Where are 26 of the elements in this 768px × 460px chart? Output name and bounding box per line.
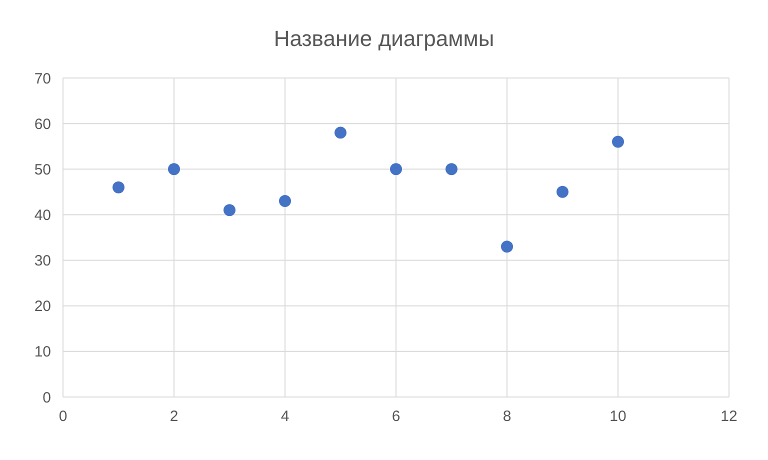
point <box>501 240 513 253</box>
x-tick-label: 4 <box>280 408 290 425</box>
point <box>334 126 346 139</box>
y-tick-label: 40 <box>34 206 51 224</box>
chart-title: Название диаграммы <box>274 26 494 51</box>
point <box>168 163 180 176</box>
point <box>279 195 291 208</box>
y-tick-label: 30 <box>34 252 51 270</box>
x-tick-label: 2 <box>170 408 178 425</box>
x-tick-label: 10 <box>610 408 626 425</box>
point <box>390 163 402 176</box>
point <box>556 186 568 198</box>
y-tick-label: 50 <box>34 161 51 178</box>
point <box>112 181 124 194</box>
y-tick-label: 0 <box>42 389 51 406</box>
point <box>612 136 624 148</box>
y-tick-label: 70 <box>34 70 51 88</box>
x-tick-label: 12 <box>720 408 738 425</box>
x-tick-label: 0 <box>58 408 68 425</box>
point <box>446 163 458 176</box>
y-tick-label: 10 <box>34 344 51 361</box>
point <box>224 204 236 216</box>
y-tick-label: 20 <box>34 298 51 316</box>
x-tick-label: 8 <box>502 408 512 425</box>
x-tick-label: 6 <box>392 408 400 425</box>
y-tick-label: 60 <box>34 116 51 133</box>
